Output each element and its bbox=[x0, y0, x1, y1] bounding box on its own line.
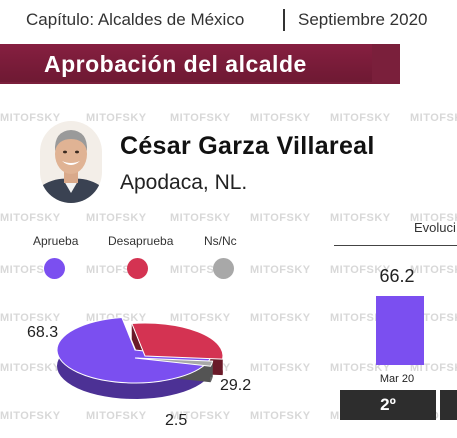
legend-label-aprueba: Aprueba bbox=[33, 234, 79, 248]
watermark-text: MITOFSKY bbox=[250, 264, 311, 276]
banner-band bbox=[0, 44, 372, 82]
legend-swatch-aprueba bbox=[44, 258, 65, 279]
evolution-title: Evoluci bbox=[414, 220, 456, 235]
mayor-name: César Garza Villareal bbox=[120, 132, 375, 160]
watermark-text: MITOFSKY bbox=[0, 112, 61, 124]
watermark-text: MITOFSKY bbox=[86, 112, 147, 124]
bar-category-label: Mar 20 bbox=[379, 373, 415, 385]
watermark-text: MITOFSKY bbox=[330, 212, 391, 224]
watermark-text: MITOFSKY bbox=[0, 362, 61, 374]
watermark-text: MITOFSKY bbox=[250, 312, 311, 324]
legend-swatch-nsnc bbox=[213, 258, 234, 279]
approval-pie-chart bbox=[56, 316, 224, 399]
header: Capítulo: Alcaldes de México Septiembre … bbox=[0, 0, 457, 44]
pie-label-desaprueba: 29.2 bbox=[220, 377, 252, 394]
watermark-text: MITOFSKY bbox=[170, 212, 231, 224]
mayor-photo bbox=[40, 121, 102, 203]
section-banner: Aprobación del alcalde bbox=[0, 44, 400, 84]
pie-label-aprueba: 68.3 bbox=[27, 324, 59, 341]
banner-title: Aprobación del alcalde bbox=[44, 51, 307, 77]
watermark-text: MITOFSKY bbox=[170, 112, 231, 124]
evolution-rule bbox=[334, 245, 457, 246]
legend-label-desaprueba: Desaprueba bbox=[108, 234, 174, 248]
header-divider bbox=[283, 9, 285, 31]
watermark-text: MITOFSKY bbox=[250, 112, 311, 124]
watermark-text: MITOFSKY bbox=[0, 410, 61, 422]
watermark-text: MITOFSKY bbox=[250, 212, 311, 224]
legend-swatch-desaprueba bbox=[127, 258, 148, 279]
watermark-text: MITOFSKY bbox=[0, 212, 61, 224]
legend-label-nsnc: Ns/Nc bbox=[204, 234, 237, 248]
date-label: Septiembre 2020 bbox=[298, 10, 428, 29]
mayor-municipality: Apodaca, NL. bbox=[120, 171, 248, 194]
watermark-text: MITOFSKY bbox=[410, 112, 457, 124]
pie-slice-nsnc bbox=[134, 357, 214, 367]
rank-box-next bbox=[440, 390, 457, 420]
pie-slice-desaprueba bbox=[131, 322, 224, 360]
portrait-image bbox=[40, 121, 102, 203]
pie-slice-aprueba bbox=[56, 316, 212, 384]
watermark-text: MITOFSKY bbox=[86, 212, 147, 224]
watermark-text: MITOFSKY bbox=[250, 362, 311, 374]
rank-box: 2º bbox=[340, 390, 436, 420]
evolution-bar-mar20 bbox=[376, 296, 424, 365]
watermark-text: MITOFSKY bbox=[250, 410, 311, 422]
chapter-label: Capítulo: Alcaldes de México bbox=[26, 10, 245, 29]
bar-value-label: 66.2 bbox=[379, 266, 415, 286]
watermark-text: MITOFSKY bbox=[330, 112, 391, 124]
pie-label-nsnc: 2.5 bbox=[165, 412, 188, 429]
watermark-text: MITOFSKY bbox=[0, 312, 61, 324]
